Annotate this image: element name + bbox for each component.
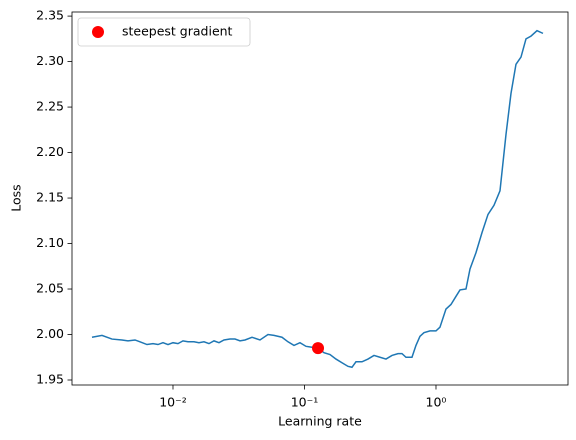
legend-box xyxy=(77,17,251,47)
y-tick-label: 2.00 xyxy=(36,326,64,341)
y-tick-label: 2.25 xyxy=(36,99,64,114)
y-tick-label: 2.05 xyxy=(36,281,64,296)
x-tick-label: 10⁻² xyxy=(159,395,187,410)
y-axis-label: Loss xyxy=(9,184,24,211)
y-tick-label: 2.30 xyxy=(36,53,64,68)
legend-marker xyxy=(92,26,104,38)
steepest-point xyxy=(312,342,325,355)
y-tick-label: 2.35 xyxy=(36,8,64,23)
y-tick-label: 2.20 xyxy=(36,144,64,159)
x-tick-label: 10⁰ xyxy=(426,395,447,410)
legend-label: steepest gradient xyxy=(122,24,233,39)
axes-frame xyxy=(71,11,569,386)
loss-line xyxy=(91,29,544,369)
y-tick-label: 1.95 xyxy=(36,371,64,386)
y-tick-label: 2.10 xyxy=(36,235,64,250)
y-tick-label: 2.15 xyxy=(36,190,64,205)
x-axis-label: Learning rate xyxy=(278,414,362,429)
x-tick-label: 10⁻¹ xyxy=(291,395,319,410)
